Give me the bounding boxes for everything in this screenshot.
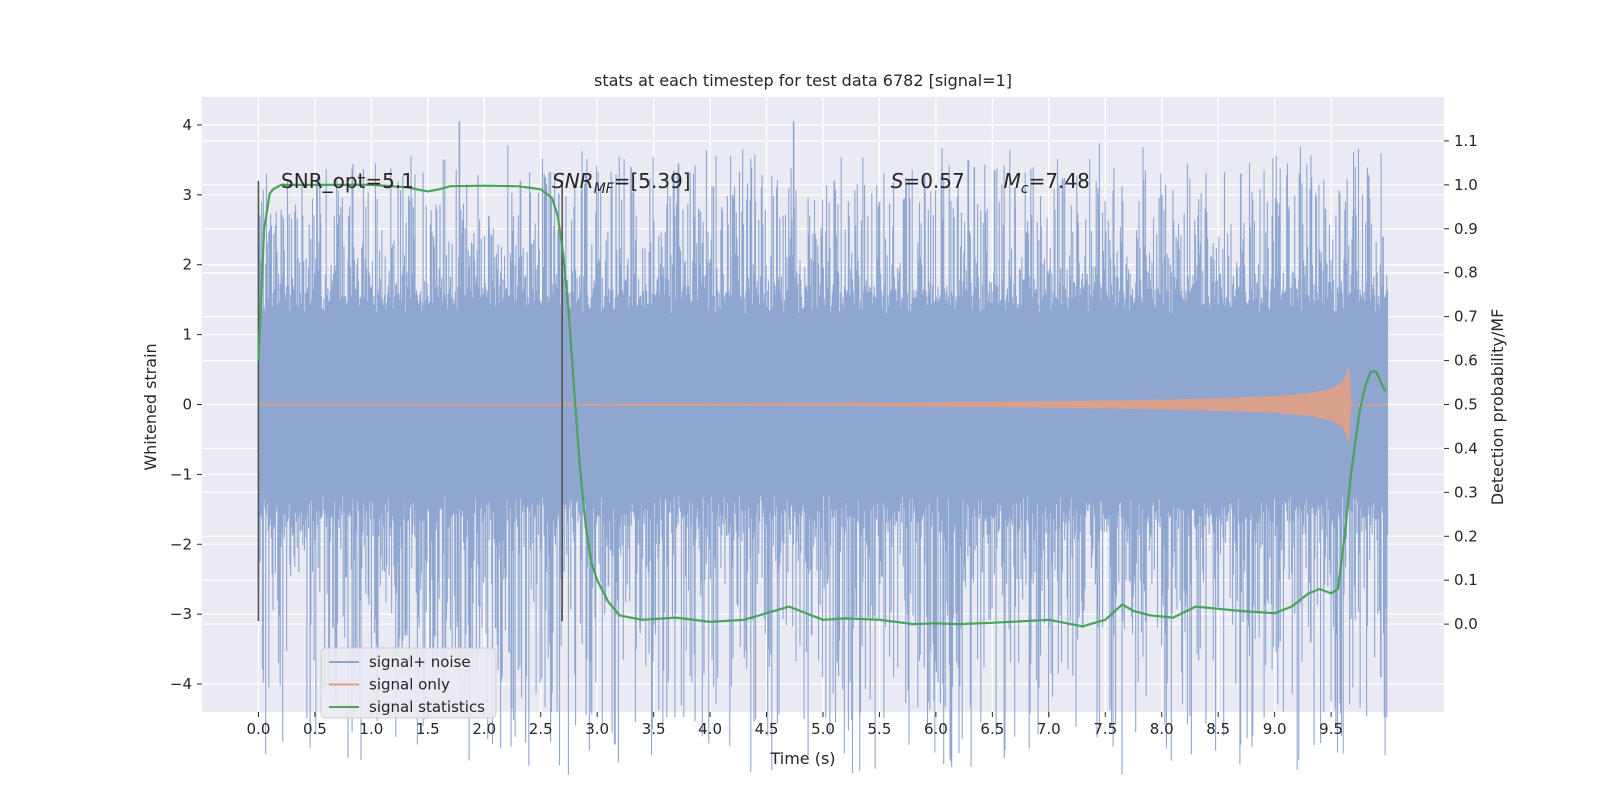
y2-tick-label: 0.7: [1454, 308, 1478, 326]
annotation-1: SNRMF=[5.39]: [552, 169, 691, 197]
x-tick-label: 9.5: [1319, 720, 1343, 738]
y2-tick-label: 0.4: [1454, 439, 1478, 457]
x-tick-label: 5.0: [811, 720, 835, 738]
y-tick-label: −1: [170, 465, 192, 483]
chart-title: stats at each timestep for test data 678…: [594, 71, 1012, 90]
x-tick-label: 7.0: [1037, 720, 1061, 738]
legend: signal+ noise signal only signal statistic…: [320, 647, 497, 719]
y2-tick-label: 0.6: [1454, 352, 1478, 370]
legend-label: signal statistics: [369, 698, 485, 716]
y2-tick-label: 0.8: [1454, 264, 1478, 282]
x-tick-label: 0.0: [247, 720, 271, 738]
x-tick-label: 3.0: [585, 720, 609, 738]
chirp-series: [258, 366, 1388, 443]
x-tick-label: 5.5: [868, 720, 892, 738]
y-axis-ticks: 4 3 2 1 0 −1 −2 −3 −4: [170, 116, 202, 693]
x-tick-label: 4.5: [755, 720, 779, 738]
y2-tick-label: 0.2: [1454, 527, 1478, 545]
x-tick-label: 2.5: [529, 720, 553, 738]
y-tick-label: 3: [182, 186, 192, 204]
y2-tick-label: 1.0: [1454, 176, 1478, 194]
annotations: SNR_opt=5.1 SNRMF=[5.39] S=0.57 Mc=7.48: [281, 169, 1090, 197]
x-tick-label: 2.0: [472, 720, 496, 738]
y-tick-label: 2: [182, 256, 192, 274]
annotation-2: S=0.57: [891, 169, 965, 193]
y2-axis-label: Detection probability/MF: [1488, 309, 1507, 506]
y-tick-label: 0: [182, 396, 192, 414]
annotation-0: SNR_opt=5.1: [281, 169, 414, 193]
y-axis-label: Whitened strain: [141, 343, 160, 470]
y2-tick-label: 0.1: [1454, 571, 1478, 589]
x-tick-label: 6.0: [924, 720, 948, 738]
x-tick-label: 7.5: [1093, 720, 1117, 738]
x-tick-label: 1.0: [359, 720, 383, 738]
legend-label: signal+ noise: [369, 653, 471, 671]
x-tick-label: 8.0: [1150, 720, 1174, 738]
x-tick-label: 4.0: [698, 720, 722, 738]
y-tick-label: −4: [170, 675, 192, 693]
statistics-series: [257, 183, 1387, 628]
x-axis-label: Time (s): [769, 749, 835, 768]
x-tick-label: 0.5: [303, 720, 327, 738]
annotation-3: Mc=7.48: [1004, 169, 1090, 197]
x-tick-label: 1.5: [416, 720, 440, 738]
x-tick-label: 6.5: [980, 720, 1004, 738]
y-tick-label: −3: [170, 605, 192, 623]
statistics-line: [257, 183, 1387, 628]
x-axis-ticks: 0.0 0.5 1.0 1.5 2.0 2.5 3.0 3.5 4.0 4.5 5.0 5.5 6.0 6…: [247, 712, 1343, 738]
x-tick-label: 8.5: [1206, 720, 1230, 738]
legend-box: [320, 647, 497, 719]
y2-axis-ticks: 1.1 1.0 0.9 0.8 0.7 0.6 0.5 0.4 0.3 0.2 0.1 0.0: [1444, 132, 1478, 633]
y2-tick-label: 0.0: [1454, 615, 1478, 633]
y2-tick-label: 0.9: [1454, 220, 1478, 238]
x-tick-label: 3.5: [642, 720, 666, 738]
y-tick-label: 4: [182, 116, 192, 134]
y2-tick-label: 0.3: [1454, 483, 1478, 501]
legend-label: signal only: [369, 676, 450, 694]
y2-tick-label: 1.1: [1454, 132, 1478, 150]
y-tick-label: 1: [182, 326, 192, 344]
x-tick-label: 9.0: [1263, 720, 1287, 738]
y-tick-label: −2: [170, 535, 192, 553]
y2-tick-label: 0.5: [1454, 396, 1478, 414]
